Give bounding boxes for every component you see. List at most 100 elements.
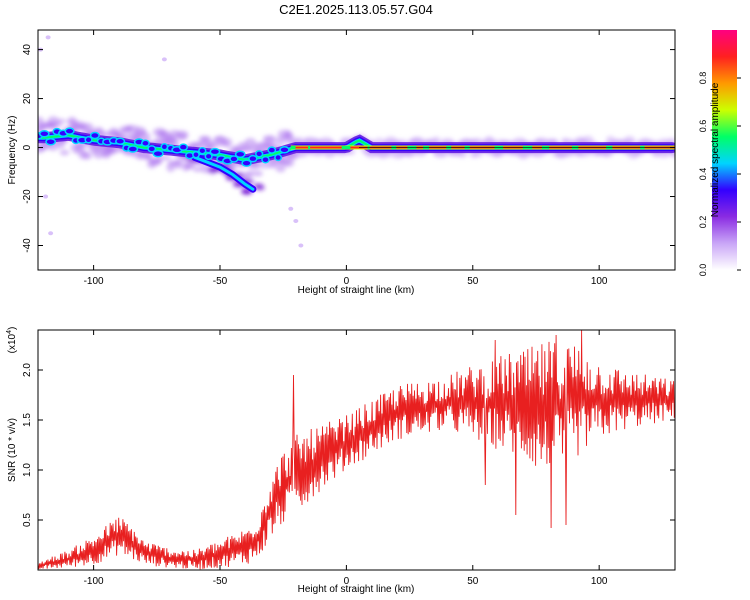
spectrogram-blob <box>209 147 221 156</box>
snr-line <box>38 330 675 570</box>
spectrogram-haze-blob <box>263 135 276 141</box>
spectrogram-haze-blob <box>50 122 64 127</box>
spectrogram-hot-gap <box>308 146 311 150</box>
snr-y-tick-label: 2.0 <box>22 363 33 377</box>
spectrogram-blob <box>234 150 246 159</box>
colorbar-tick-label: 0.0 <box>698 264 708 277</box>
colorbar: 0.0 0.2 0.4 0.6 0.8 Normalized spectral ampl… <box>698 30 741 276</box>
spectrogram-haze-blob <box>275 165 286 173</box>
spectrogram-haze-blob <box>245 170 255 177</box>
spectrogram-y-tick-label: -40 <box>22 238 33 253</box>
spectrogram-haze-blob <box>59 149 70 156</box>
snr-xlabel: Height of straight line (km) <box>298 584 415 595</box>
snr-y-tick-label: 1.5 <box>22 413 33 427</box>
spectrogram-haze-blob <box>142 153 153 161</box>
colorbar-tick-label: 0.4 <box>698 168 708 181</box>
snr-panel: -100 -50 0 50 100 0.5 1.0 1.5 2.0 Height of str… <box>6 327 676 595</box>
spectrogram-blob <box>267 146 277 154</box>
spectrogram-blob <box>279 146 290 154</box>
spectrogram-outlier <box>45 35 51 40</box>
snr-plot <box>38 330 675 570</box>
spectrogram-haze-blob <box>222 137 233 148</box>
spectrogram-ylabel: Frequency (Hz) <box>7 116 18 185</box>
spectrogram-x-tick-label: 0 <box>344 276 350 287</box>
snr-x-tick-label: 100 <box>591 576 608 587</box>
spectrogram-blob <box>178 143 189 151</box>
spectrogram-y-tick-label: 20 <box>22 93 33 105</box>
spectrogram-frame <box>37 29 676 271</box>
spectrogram-branch-core <box>193 155 255 191</box>
spectrogram-blob <box>261 155 270 164</box>
spectrogram-blob <box>84 136 93 144</box>
snr-x-tick-label: 0 <box>344 576 350 587</box>
snr-multiplier: (x104) <box>6 327 18 354</box>
spectrogram-haze-blob <box>82 152 93 160</box>
spectrogram-haze-blob <box>258 162 273 169</box>
spectrogram-haze-blob <box>185 163 195 169</box>
spectrogram-haze-blob <box>282 158 295 168</box>
spectrogram-y-axis: -40 -20 0 20 40 <box>22 44 675 253</box>
spectrogram-outlier <box>161 57 167 62</box>
colorbar-tick-label: 0.8 <box>698 72 708 85</box>
spectrogram-x-axis: -100 -50 0 50 100 <box>84 30 608 287</box>
spectrogram-outlier <box>43 194 49 199</box>
spectrogram-y-tick-label: -20 <box>22 189 33 204</box>
spectrogram-blob <box>241 159 252 167</box>
spectrogram-blob <box>248 154 258 163</box>
spectrogram-x-tick-label: 100 <box>591 276 608 287</box>
spectrogram-blob <box>140 139 150 147</box>
colorbar-axis: 0.0 0.2 0.4 0.6 0.8 <box>698 72 741 277</box>
colorbar-tick-label: 0.6 <box>698 120 708 133</box>
spectrogram-y-tick-label: 40 <box>22 44 33 56</box>
spectrogram-blob <box>255 150 264 158</box>
spectrogram-blob <box>64 127 75 135</box>
snr-ylabel: SNR (10 * v/v) <box>7 418 18 482</box>
spectrogram-blob <box>45 138 57 146</box>
snr-x-tick-label: -100 <box>84 576 104 587</box>
spectrogram-xlabel: Height of straight line (km) <box>298 285 415 296</box>
snr-multiplier-close: ) <box>7 327 18 330</box>
spectrogram-blob <box>198 146 207 155</box>
spectrogram-blob <box>147 145 157 153</box>
colorbar-label: Normalized spectral amplitude <box>710 82 721 217</box>
spectrogram-haze-blob <box>162 155 172 161</box>
snr-multiplier-exp: 4 <box>6 330 13 334</box>
spectrogram-blob <box>160 143 169 151</box>
snr-x-tick-label: -50 <box>213 576 228 587</box>
spectrogram-blob <box>115 137 126 145</box>
snr-y-tick-label: 1.0 <box>22 463 33 477</box>
spectrogram-haze-blob <box>192 166 202 172</box>
spectrogram-panel: -100 -50 0 50 100 -40 -20 0 20 40 Height of stra… <box>7 29 676 296</box>
spectrogram-outlier <box>288 206 294 211</box>
spectrogram-haze-blob <box>275 136 287 145</box>
snr-y-axis: 0.5 1.0 1.5 2.0 <box>22 363 675 527</box>
spectrogram-hot-gap <box>290 146 296 150</box>
spectrogram-blob <box>127 145 139 153</box>
spectrogram-x-tick-label: 50 <box>467 276 479 287</box>
spectrogram-y-tick-label: 0 <box>22 144 33 150</box>
spectrogram-outlier <box>298 243 304 248</box>
colorbar-tick-label: 0.2 <box>698 216 708 229</box>
chart-title: C2E1.2025.113.05.57.G04 <box>279 2 433 17</box>
spectrogram-blob <box>274 153 283 162</box>
spectrogram-blob <box>89 131 100 140</box>
spectrogram-haze-blob <box>472 152 484 158</box>
snr-frame <box>37 329 676 571</box>
spectrogram-branch-haze <box>254 184 265 191</box>
snr-background <box>38 330 675 570</box>
spectrogram-blob <box>192 150 200 159</box>
spectrogram-haze-blob <box>173 158 183 169</box>
snr-x-tick-label: 50 <box>467 576 479 587</box>
spectrogram-outlier <box>48 231 54 236</box>
spectrogram-x-tick-label: -100 <box>84 276 104 287</box>
spectrogram-blob <box>204 152 213 161</box>
spectrogram-haze-blob <box>137 131 151 141</box>
snr-x-axis: -100 -50 0 50 100 <box>84 330 608 587</box>
snr-multiplier-base: (x10 <box>7 333 18 353</box>
spectrogram-haze-blob <box>282 133 295 140</box>
colorbar-gradient <box>712 30 737 270</box>
snr-y-tick-label: 0.5 <box>22 513 33 527</box>
spectrogram-hot-gap <box>341 146 351 150</box>
spectrogram-outlier <box>293 219 299 224</box>
